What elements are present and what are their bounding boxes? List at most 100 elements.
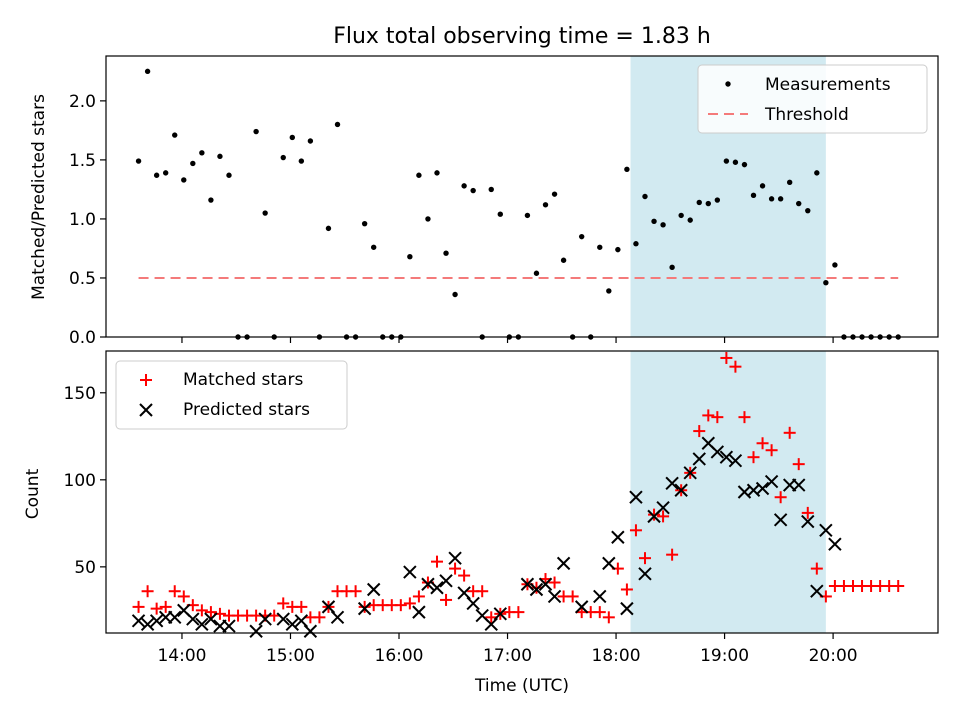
matched-star-point [132, 600, 145, 613]
predicted-star-point [611, 530, 625, 544]
measurement-point [606, 288, 612, 294]
measurement-point [452, 291, 458, 298]
measurement-point [542, 202, 549, 208]
matched-star-point [430, 555, 443, 568]
matched-star-point [702, 409, 715, 422]
measurement-point [153, 172, 160, 178]
matched-star-point [792, 458, 805, 471]
measurement-point [687, 217, 693, 223]
matched-star-point [476, 585, 489, 598]
matched-star-point [204, 606, 217, 619]
top-y-tick-label: 2.0 [69, 92, 96, 112]
measurement-point [298, 158, 305, 164]
bottom-legend: Matched stars Predicted stars [115, 360, 348, 430]
measurement-point [777, 196, 784, 202]
measurement-point [370, 244, 377, 250]
measurement-point [226, 172, 232, 178]
predicted-star-point [755, 481, 770, 496]
measurement-point [334, 121, 341, 128]
predicted-star-point [629, 490, 643, 504]
predicted-star-point [412, 605, 426, 619]
matched-star-point [729, 360, 742, 373]
predicted-star-point [303, 624, 318, 638]
matched-star-point [168, 585, 181, 598]
top-x-ticks [181, 337, 834, 343]
measurement-point [669, 264, 675, 271]
matched-star-point [666, 548, 679, 561]
measurement-point [768, 196, 775, 202]
bottom-x-tick-label: 19:00 [700, 646, 749, 666]
matched-star-point [195, 604, 208, 617]
measurement-point [307, 138, 314, 144]
measurement-point [578, 233, 585, 240]
chart-title: Flux total observing time = 1.83 h [333, 24, 711, 49]
top-legend: Measurements Threshold [697, 64, 928, 134]
predicted-star-point [810, 584, 824, 598]
measurement-point [461, 183, 467, 189]
measurement-point [759, 183, 766, 189]
predicted-star-point [249, 624, 263, 638]
measurement-point [470, 187, 476, 194]
matched-star-point [738, 411, 751, 424]
measurement-point [823, 279, 829, 286]
measurement-point [615, 246, 621, 253]
measurement-point [253, 128, 259, 135]
legend-matched-label: Matched stars [183, 370, 303, 390]
predicted-star-point [195, 617, 209, 632]
matched-star-point [177, 590, 190, 603]
measurement-point [651, 218, 657, 224]
measurement-point [633, 241, 639, 247]
predicted-star-point [439, 574, 453, 588]
matched-star-point [765, 444, 778, 457]
matched-star-point [449, 562, 462, 575]
matched-star-point [657, 510, 670, 523]
highlight-span-bottom [630, 351, 826, 633]
measurement-point [135, 158, 142, 164]
matched-star-point [358, 600, 371, 613]
measurement-point [678, 212, 684, 219]
predicted-star-point [140, 617, 155, 632]
predicted-star-point [285, 617, 300, 632]
predicted-star-point [366, 582, 381, 597]
measurement-point [832, 262, 838, 268]
measurement-point [624, 166, 630, 173]
predicted-star-point [258, 612, 272, 626]
legend-predicted-label: Predicted stars [183, 400, 310, 420]
legend-plus [140, 374, 152, 386]
predicted-star-point [403, 565, 417, 579]
top-y-tick-label: 1.5 [69, 151, 96, 171]
predicted-star-point [719, 450, 734, 464]
bottom-x-tick-label: 15:00 [266, 646, 315, 666]
predicted-star-point [131, 614, 146, 628]
bottom-x-tick-label: 16:00 [375, 646, 424, 666]
count-panel: 50 100 150 14:00 15:00 16:00 17:00 18:00 19:00 2… [23, 350, 939, 696]
bottom-x-axis-label: Time (UTC) [474, 676, 569, 696]
matched-star-point [268, 609, 281, 622]
matched-star-point [747, 451, 760, 464]
measurement-point [533, 270, 540, 276]
legend-predicted-marker [139, 403, 153, 417]
measurement-point [741, 161, 748, 168]
measurement-point [551, 191, 558, 197]
measurement-points [135, 68, 901, 340]
measurement-point [262, 210, 268, 216]
measurement-point [425, 216, 431, 222]
matched-star-point [485, 611, 498, 624]
bottom-y-tick-label: 50 [74, 558, 96, 578]
predicted-star-point [430, 581, 444, 595]
matched-star-point [783, 426, 796, 439]
bottom-x-tick-label: 20:00 [809, 646, 858, 666]
matched-star-point [620, 583, 633, 596]
measurement-point [705, 200, 711, 207]
predicted-star-point [620, 601, 634, 616]
measurement-point [325, 225, 332, 232]
matched-star-point [720, 351, 733, 364]
top-y-axis-label: Matched/Predicted stars [29, 94, 49, 300]
predicted-star-point [149, 614, 164, 628]
predicted-star-point [728, 453, 743, 468]
legend-cross [139, 403, 153, 417]
predicted-star-point [665, 476, 679, 491]
predicted-star-point [764, 474, 779, 489]
predicted-star-point [819, 523, 833, 538]
